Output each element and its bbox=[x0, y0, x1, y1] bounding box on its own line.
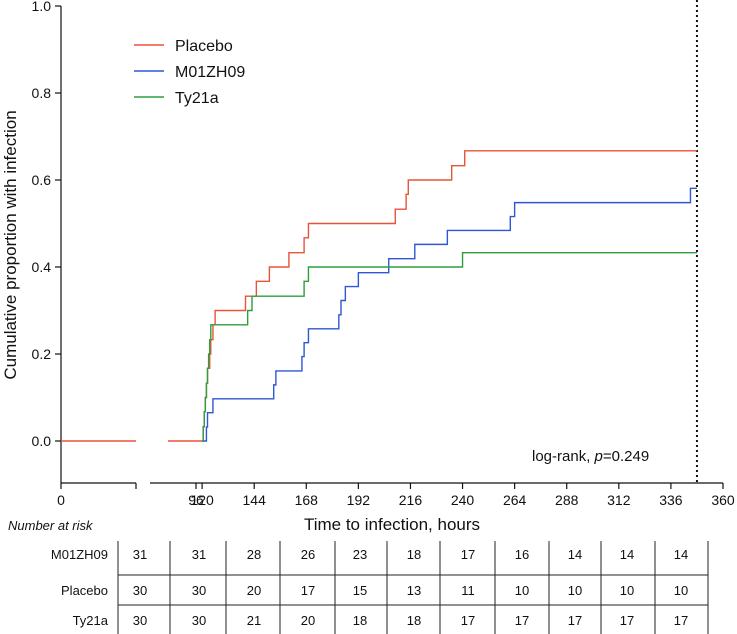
y-axis-title: Cumulative proportion with infection bbox=[1, 110, 20, 379]
risk-cell: 13 bbox=[407, 583, 421, 598]
risk-row-label: Placebo bbox=[61, 583, 108, 598]
risk-cell: 16 bbox=[515, 547, 529, 562]
risk-cell: 10 bbox=[515, 583, 529, 598]
x-tick-label: 264 bbox=[503, 492, 527, 508]
legend-label-placebo: Placebo bbox=[175, 38, 233, 55]
risk-cell: 20 bbox=[301, 613, 315, 628]
risk-row-label: Ty21a bbox=[73, 613, 109, 628]
risk-cell: 30 bbox=[192, 613, 206, 628]
y-tick-label: 0.8 bbox=[32, 85, 52, 101]
risk-cell: 30 bbox=[133, 583, 147, 598]
risk-cell: 17 bbox=[674, 613, 688, 628]
chart-curves bbox=[61, 150, 697, 442]
risk-cell: 18 bbox=[407, 547, 421, 562]
number-at-risk-table: Number at risk M01ZH09 31 31 28 26 23 18 17 16 14… bbox=[8, 518, 709, 634]
series-line-m01zh09 bbox=[202, 187, 697, 442]
risk-cell: 17 bbox=[301, 583, 315, 598]
x-tick-label: 96 bbox=[188, 492, 204, 508]
risk-cell: 26 bbox=[301, 547, 315, 562]
chart-legend: Placebo M01ZH09 Ty21a bbox=[134, 38, 245, 107]
y-tick-label: 0.2 bbox=[32, 346, 52, 362]
annotation-value: =0.249 bbox=[603, 448, 649, 465]
risk-cell: 30 bbox=[192, 583, 206, 598]
risk-cell: 10 bbox=[568, 583, 582, 598]
risk-row-label: M01ZH09 bbox=[51, 547, 108, 562]
risk-cell: 17 bbox=[620, 613, 634, 628]
risk-table-heading: Number at risk bbox=[8, 518, 94, 533]
y-tick-label: 0.4 bbox=[32, 259, 52, 275]
x-tick-label: 144 bbox=[243, 492, 267, 508]
risk-cell: 17 bbox=[461, 547, 475, 562]
x-tick-label: 336 bbox=[659, 492, 683, 508]
x-tick-label: 312 bbox=[607, 492, 631, 508]
risk-cell: 21 bbox=[247, 613, 261, 628]
x-tick-label: 216 bbox=[399, 492, 423, 508]
log-rank-annotation: log-rank, p=0.249 bbox=[532, 448, 649, 465]
risk-cell: 10 bbox=[674, 583, 688, 598]
x-tick-label: 0 bbox=[57, 492, 65, 508]
y-tick-label: 1.0 bbox=[32, 0, 52, 14]
series-line-ty21a bbox=[202, 251, 697, 442]
x-tick-label: 192 bbox=[347, 492, 371, 508]
annotation-prefix: log-rank, bbox=[532, 448, 595, 465]
risk-cell: 17 bbox=[568, 613, 582, 628]
risk-cell: 14 bbox=[568, 547, 582, 562]
legend-label-m01zh09: M01ZH09 bbox=[175, 64, 245, 81]
y-tick-label: 0.0 bbox=[32, 433, 52, 449]
risk-cell: 28 bbox=[247, 547, 261, 562]
risk-cell: 31 bbox=[133, 547, 147, 562]
risk-cell: 11 bbox=[461, 583, 475, 598]
risk-cell: 15 bbox=[353, 583, 367, 598]
y-tick-label: 0.6 bbox=[32, 172, 52, 188]
risk-cell: 18 bbox=[407, 613, 421, 628]
risk-cell: 14 bbox=[674, 547, 688, 562]
x-tick-label: 240 bbox=[451, 492, 475, 508]
risk-cell: 23 bbox=[353, 547, 367, 562]
legend-label-ty21a: Ty21a bbox=[175, 90, 219, 107]
risk-cell: 10 bbox=[620, 583, 634, 598]
risk-cell: 30 bbox=[133, 613, 147, 628]
risk-cell: 31 bbox=[192, 547, 206, 562]
x-tick-label: 168 bbox=[295, 492, 319, 508]
risk-cell: 17 bbox=[461, 613, 475, 628]
annotation-p: p bbox=[594, 448, 603, 465]
risk-cell: 20 bbox=[247, 583, 261, 598]
risk-cell: 14 bbox=[620, 547, 634, 562]
x-tick-label: 288 bbox=[555, 492, 579, 508]
x-tick-label: 120 bbox=[190, 492, 214, 508]
x-axis-title: Time to infection, hours bbox=[304, 515, 480, 534]
risk-cell: 17 bbox=[515, 613, 529, 628]
x-tick-label: 360 bbox=[711, 492, 735, 508]
risk-cell: 18 bbox=[353, 613, 367, 628]
